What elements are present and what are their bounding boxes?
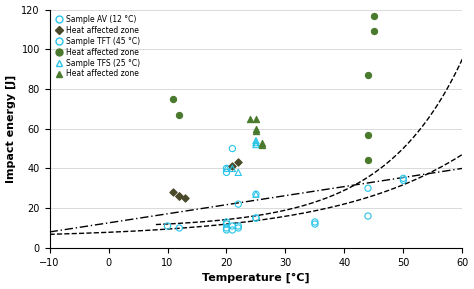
Point	[246, 116, 254, 121]
Point	[223, 166, 230, 171]
Point	[252, 216, 260, 220]
Point	[252, 142, 260, 147]
Point	[258, 140, 265, 145]
Point	[235, 202, 242, 206]
Point	[223, 226, 230, 230]
Point	[175, 112, 183, 117]
Point	[400, 176, 407, 181]
Point	[228, 224, 236, 228]
Point	[400, 178, 407, 183]
Point	[170, 97, 177, 101]
Point	[311, 222, 319, 226]
Point	[311, 220, 319, 224]
Point	[228, 166, 236, 171]
Point	[252, 116, 260, 121]
Point	[252, 216, 260, 220]
Point	[235, 170, 242, 175]
Point	[164, 224, 171, 228]
Point	[170, 190, 177, 194]
Point	[182, 196, 189, 201]
Point	[252, 140, 260, 145]
Point	[235, 224, 242, 228]
Point	[364, 132, 372, 137]
Point	[175, 194, 183, 199]
Point	[258, 142, 265, 147]
Point	[364, 158, 372, 163]
Point	[223, 228, 230, 232]
Point	[364, 214, 372, 218]
Point	[364, 186, 372, 190]
X-axis label: Temperature [°C]: Temperature [°C]	[202, 273, 310, 284]
Legend: Sample AV (12 °C), Heat affected zone, Sample TFT (45 °C), Heat affected zone, S: Sample AV (12 °C), Heat affected zone, S…	[54, 13, 141, 80]
Point	[252, 192, 260, 197]
Point	[252, 128, 260, 133]
Point	[175, 226, 183, 230]
Point	[223, 220, 230, 224]
Point	[223, 166, 230, 171]
Point	[175, 194, 183, 199]
Y-axis label: Impact energy [J]: Impact energy [J]	[6, 75, 16, 183]
Point	[252, 138, 260, 143]
Point	[370, 13, 378, 18]
Point	[223, 222, 230, 226]
Point	[364, 73, 372, 77]
Point	[228, 164, 236, 169]
Point	[370, 29, 378, 34]
Point	[252, 192, 260, 197]
Point	[235, 160, 242, 165]
Point	[228, 146, 236, 151]
Point	[235, 226, 242, 230]
Point	[223, 170, 230, 175]
Point	[228, 228, 236, 232]
Point	[252, 126, 260, 131]
